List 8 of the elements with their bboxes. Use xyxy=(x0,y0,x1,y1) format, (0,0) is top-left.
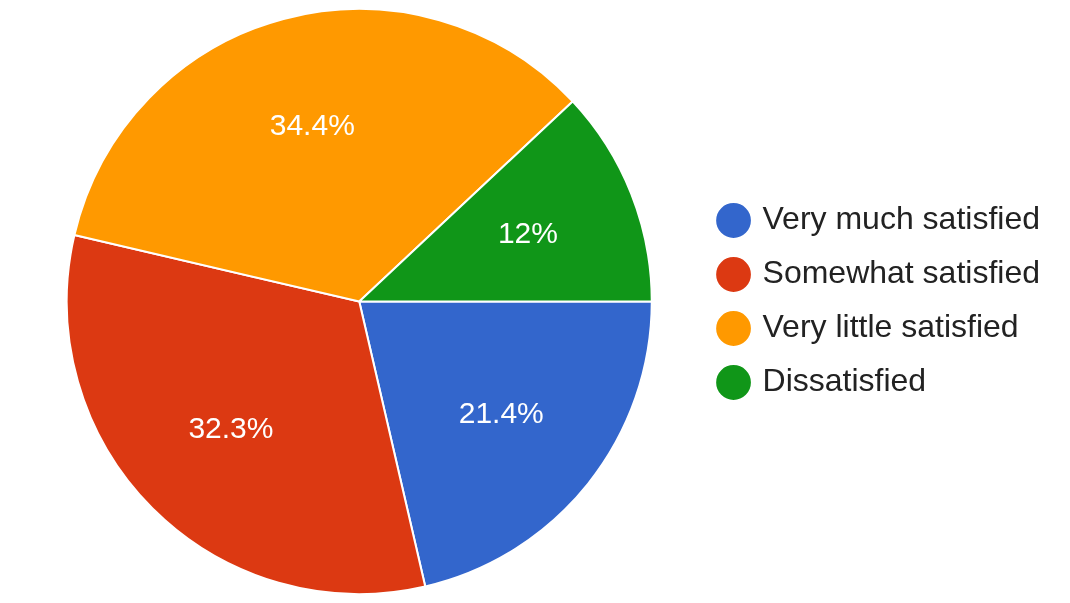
legend-label: Very much satisfied xyxy=(762,200,1040,237)
data-label: 32.3% xyxy=(188,410,274,444)
legend-label: Very little satisfied xyxy=(762,308,1019,345)
data-label: 34.4% xyxy=(269,107,355,141)
data-label: 12% xyxy=(497,216,558,250)
legend-label: Dissatisfied xyxy=(762,362,927,399)
data-label: 21.4% xyxy=(458,395,544,429)
legend-label: Somewhat satisfied xyxy=(762,254,1040,291)
